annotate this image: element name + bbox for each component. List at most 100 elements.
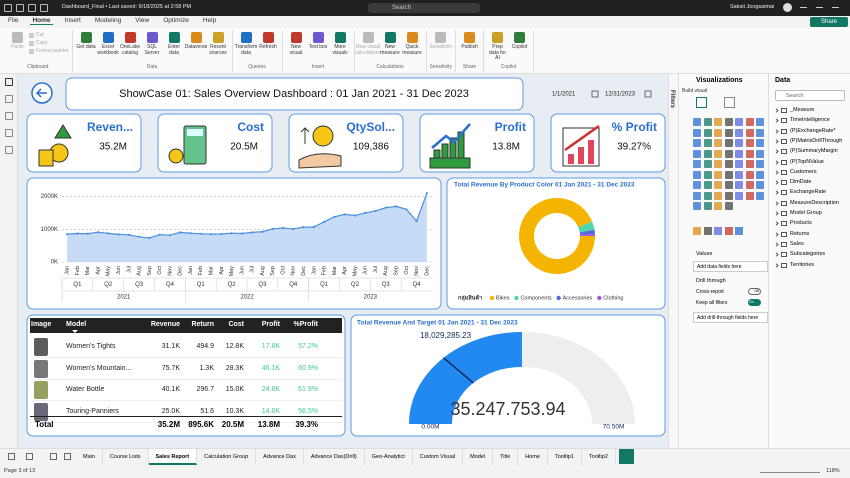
visual-type-icon[interactable]: [756, 191, 764, 200]
page-tab[interactable]: Custom Visual: [413, 449, 464, 465]
ribbon-button[interactable]: New measure: [380, 30, 401, 63]
visual-type-icon[interactable]: [735, 118, 743, 126]
total-cell[interactable]: 35.2M: [157, 420, 180, 429]
data-table-name[interactable]: MeasureDescription: [790, 199, 839, 206]
visual-type-icon[interactable]: [703, 170, 712, 179]
visual-type-icon[interactable]: [724, 191, 733, 200]
table-cell[interactable]: 24.8K: [261, 386, 280, 393]
ribbon-tab[interactable]: Optimize: [163, 17, 189, 24]
visual-type-icon[interactable]: [745, 181, 754, 189]
visual-type-icon[interactable]: [693, 202, 701, 210]
page-tab[interactable]: Advance Dax: [256, 449, 304, 465]
visual-type-icon[interactable]: [693, 160, 701, 168]
data-table-name[interactable]: Sales: [790, 240, 804, 247]
visual-type-icon[interactable]: [714, 128, 722, 137]
ribbon-button[interactable]: Excel workbook: [97, 30, 119, 63]
visual-type-icon[interactable]: [714, 202, 722, 210]
visual-type-icon[interactable]: [735, 139, 743, 147]
table-cell[interactable]: Water Bottle: [66, 386, 105, 393]
page-tab[interactable]: Calculation Group: [197, 449, 257, 465]
visual-type-icon[interactable]: [703, 227, 712, 235]
share-button[interactable]: Share: [810, 17, 848, 27]
ribbon-button[interactable]: Get data: [76, 30, 97, 63]
visual-type-icon[interactable]: [703, 191, 712, 200]
ribbon-button[interactable]: More visuals: [330, 30, 351, 63]
table-cell[interactable]: 46.1K: [261, 364, 280, 372]
column-header[interactable]: %Profit: [293, 321, 319, 328]
visual-type-icon[interactable]: [724, 160, 733, 168]
visual-type-icon[interactable]: [693, 191, 701, 200]
visual-type-icon[interactable]: [724, 139, 733, 147]
title-icon[interactable]: [28, 4, 36, 12]
drill-well[interactable]: Add drill-through fields here: [693, 312, 768, 323]
ribbon-button[interactable]: Text box: [308, 30, 329, 63]
visual-type-icon[interactable]: [693, 170, 701, 179]
ribbon-button[interactable]: Recent sources: [208, 30, 229, 63]
column-header[interactable]: Return: [191, 321, 214, 328]
total-cell[interactable]: Total: [35, 420, 54, 429]
ribbon-button[interactable]: Transform data: [235, 30, 257, 63]
data-table-name[interactable]: Returns: [790, 230, 810, 237]
visual-type-icon[interactable]: [745, 191, 754, 200]
visual-type-icon[interactable]: [756, 160, 764, 168]
table-cell[interactable]: Women's Mountain...: [66, 364, 132, 372]
table-cell[interactable]: 1.3K: [199, 364, 214, 372]
data-table-name[interactable]: Subcategories: [790, 251, 826, 258]
table-cell[interactable]: 58.5%: [298, 407, 318, 415]
ribbon-tab[interactable]: Modeling: [94, 17, 122, 24]
ribbon-button[interactable]: Copilot: [509, 30, 530, 63]
visual-type-icon[interactable]: [703, 118, 712, 126]
visual-type-icon[interactable]: [693, 118, 701, 126]
visual-type-icon[interactable]: [724, 149, 733, 158]
total-cell[interactable]: 39.3%: [295, 420, 318, 429]
data-table-name[interactable]: Products: [790, 220, 812, 227]
ribbon-small-button[interactable]: Cut: [29, 32, 69, 38]
window-control[interactable]: [800, 7, 807, 8]
visual-type-icon[interactable]: [714, 227, 722, 235]
visual-type-icon[interactable]: [745, 128, 754, 137]
page-tab[interactable]: Sales Report: [148, 449, 198, 465]
visual-type-icon[interactable]: [724, 170, 733, 179]
visual-type-icon[interactable]: [703, 160, 712, 168]
ribbon-button[interactable]: New visual: [286, 30, 307, 63]
visual-type-icon[interactable]: [735, 128, 743, 137]
view-icon[interactable]: [5, 129, 13, 137]
total-cell[interactable]: 20.5M: [221, 420, 244, 429]
visual-type-icon[interactable]: [756, 128, 764, 137]
ribbon-small-button[interactable]: Format painter: [29, 48, 69, 54]
view-icon[interactable]: [5, 78, 13, 86]
search-box[interactable]: [368, 3, 480, 13]
visual-type-icon[interactable]: [756, 139, 764, 147]
visual-type-icon[interactable]: [735, 227, 743, 235]
view-icon[interactable]: [5, 112, 13, 120]
visual-type-icon[interactable]: [693, 139, 701, 147]
visual-type-icon[interactable]: [756, 118, 764, 126]
visual-type-icon[interactable]: [745, 118, 754, 126]
ribbon-tab[interactable]: Help: [202, 17, 217, 24]
keep-filters-toggle[interactable]: On: [748, 299, 761, 306]
page-nav-icon[interactable]: [26, 453, 33, 460]
page-nav-icon[interactable]: [8, 453, 15, 460]
visual-type-icon[interactable]: [735, 191, 743, 200]
build-tab[interactable]: [696, 97, 707, 108]
data-table-name[interactable]: (P)SummaryMargin: [790, 148, 838, 155]
data-table-name[interactable]: (P)TopNValue: [790, 158, 824, 165]
title-icon[interactable]: [16, 4, 24, 12]
page-tab[interactable]: Main: [76, 449, 103, 465]
visual-type-icon[interactable]: [703, 139, 712, 147]
visual-type-icon[interactable]: [735, 160, 743, 168]
visual-type-icon[interactable]: [735, 170, 743, 179]
view-icon[interactable]: [5, 146, 13, 154]
table-cell[interactable]: 60.9%: [298, 364, 318, 372]
ribbon-button[interactable]: Paste: [7, 30, 28, 63]
data-table-name[interactable]: ExchangeRate: [790, 189, 827, 196]
table-cell[interactable]: 61.9%: [298, 386, 318, 393]
cross-report-toggle[interactable]: Off: [748, 288, 761, 295]
page-tab[interactable]: Geo-Analytict: [365, 449, 413, 465]
page-tab[interactable]: Title: [493, 449, 519, 465]
column-header[interactable]: Profit: [261, 321, 280, 328]
visual-type-icon[interactable]: [724, 118, 733, 126]
table-cell[interactable]: 17.8K: [261, 343, 280, 350]
table-cell[interactable]: 57.2%: [298, 343, 318, 350]
table-cell[interactable]: 10.3K: [225, 407, 244, 415]
